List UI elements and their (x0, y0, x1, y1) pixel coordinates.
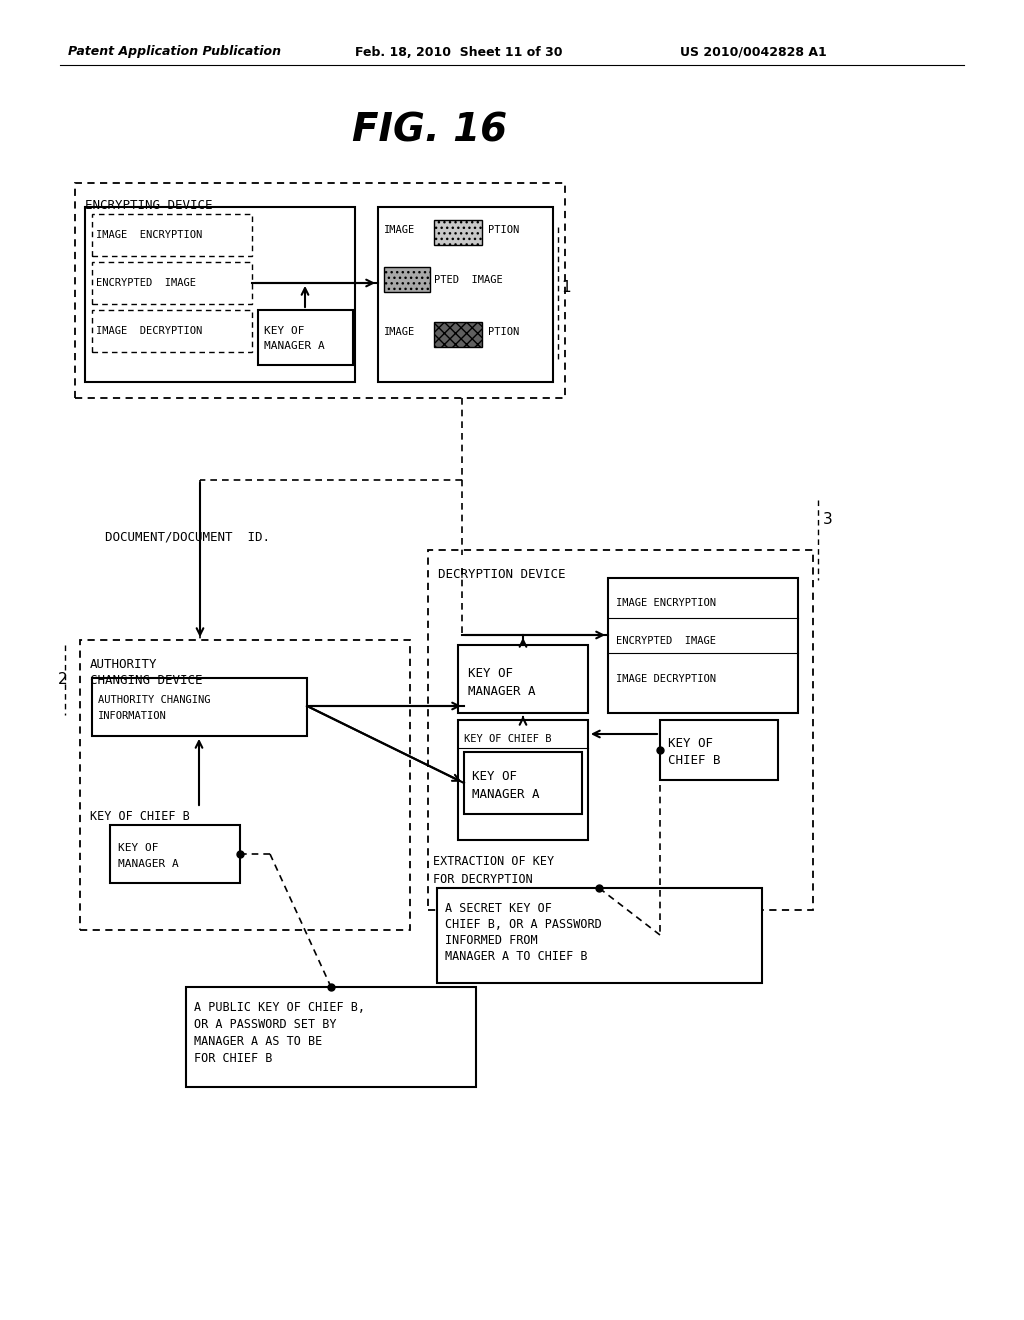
Bar (258, 310, 353, 366)
Text: MANAGER A: MANAGER A (472, 788, 540, 801)
Text: OR A PASSWORD SET BY: OR A PASSWORD SET BY (194, 1018, 337, 1031)
Text: ENCRYPTED  IMAGE: ENCRYPTED IMAGE (616, 636, 716, 645)
Text: EXTRACTION OF KEY: EXTRACTION OF KEY (433, 855, 554, 869)
Text: IMAGE  DECRYPTION: IMAGE DECRYPTION (96, 326, 203, 337)
Text: 3: 3 (823, 512, 833, 528)
Text: INFORMATION: INFORMATION (98, 711, 167, 721)
Text: ENCRYPTING DEVICE: ENCRYPTING DEVICE (85, 199, 213, 213)
Bar (660, 719, 778, 780)
Bar (110, 825, 240, 883)
Text: Feb. 18, 2010  Sheet 11 of 30: Feb. 18, 2010 Sheet 11 of 30 (355, 45, 562, 58)
Text: AUTHORITY: AUTHORITY (90, 657, 158, 671)
Text: DECRYPTION DEVICE: DECRYPTION DEVICE (438, 568, 565, 581)
Text: MANAGER A AS TO BE: MANAGER A AS TO BE (194, 1035, 323, 1048)
Text: ENCRYPTED  IMAGE: ENCRYPTED IMAGE (96, 279, 196, 288)
Text: DOCUMENT/DOCUMENT  ID.: DOCUMENT/DOCUMENT ID. (105, 531, 270, 543)
Text: IMAGE: IMAGE (384, 224, 416, 235)
Bar (92, 310, 252, 352)
Bar (75, 183, 565, 399)
Bar (428, 550, 813, 909)
Text: IMAGE: IMAGE (384, 327, 416, 337)
Text: FOR DECRYPTION: FOR DECRYPTION (433, 873, 532, 886)
Bar (437, 888, 762, 983)
Text: MANAGER A: MANAGER A (264, 341, 325, 351)
Text: KEY OF: KEY OF (264, 326, 304, 337)
Bar (378, 207, 553, 381)
Text: US 2010/0042828 A1: US 2010/0042828 A1 (680, 45, 826, 58)
Bar (92, 678, 307, 737)
Bar (434, 322, 482, 347)
Bar (80, 640, 410, 931)
Bar (186, 987, 476, 1086)
Bar (608, 578, 798, 713)
Text: KEY OF: KEY OF (472, 770, 517, 783)
Bar (434, 220, 482, 246)
Bar (458, 645, 588, 713)
Text: PTION: PTION (488, 224, 519, 235)
Text: 1: 1 (561, 280, 570, 294)
Text: KEY OF CHIEF B: KEY OF CHIEF B (464, 734, 552, 744)
Text: KEY OF: KEY OF (668, 737, 713, 750)
Bar (92, 261, 252, 304)
Text: INFORMED FROM: INFORMED FROM (445, 935, 538, 946)
Text: IMAGE DECRYPTION: IMAGE DECRYPTION (616, 675, 716, 684)
Bar (85, 207, 355, 381)
Bar (458, 719, 588, 840)
Text: KEY OF: KEY OF (118, 843, 159, 853)
Text: AUTHORITY CHANGING: AUTHORITY CHANGING (98, 696, 211, 705)
Text: MANAGER A: MANAGER A (118, 859, 179, 869)
Text: PTED  IMAGE: PTED IMAGE (434, 275, 503, 285)
Text: A SECRET KEY OF: A SECRET KEY OF (445, 902, 552, 915)
Bar (464, 752, 582, 814)
Text: FIG. 16: FIG. 16 (352, 111, 508, 149)
Bar (92, 214, 252, 256)
Text: PTION: PTION (488, 327, 519, 337)
Text: A PUBLIC KEY OF CHIEF B,: A PUBLIC KEY OF CHIEF B, (194, 1001, 365, 1014)
Text: KEY OF CHIEF B: KEY OF CHIEF B (90, 810, 189, 822)
Text: FOR CHIEF B: FOR CHIEF B (194, 1052, 272, 1065)
Bar (384, 267, 430, 292)
Text: MANAGER A: MANAGER A (468, 685, 536, 698)
Text: IMAGE  ENCRYPTION: IMAGE ENCRYPTION (96, 230, 203, 240)
Text: CHIEF B: CHIEF B (668, 754, 721, 767)
Text: MANAGER A TO CHIEF B: MANAGER A TO CHIEF B (445, 950, 588, 964)
Text: CHANGING DEVICE: CHANGING DEVICE (90, 675, 203, 686)
Text: IMAGE ENCRYPTION: IMAGE ENCRYPTION (616, 598, 716, 609)
Text: 2: 2 (58, 672, 68, 688)
Text: KEY OF: KEY OF (468, 667, 513, 680)
Text: Patent Application Publication: Patent Application Publication (68, 45, 281, 58)
Text: CHIEF B, OR A PASSWORD: CHIEF B, OR A PASSWORD (445, 917, 602, 931)
